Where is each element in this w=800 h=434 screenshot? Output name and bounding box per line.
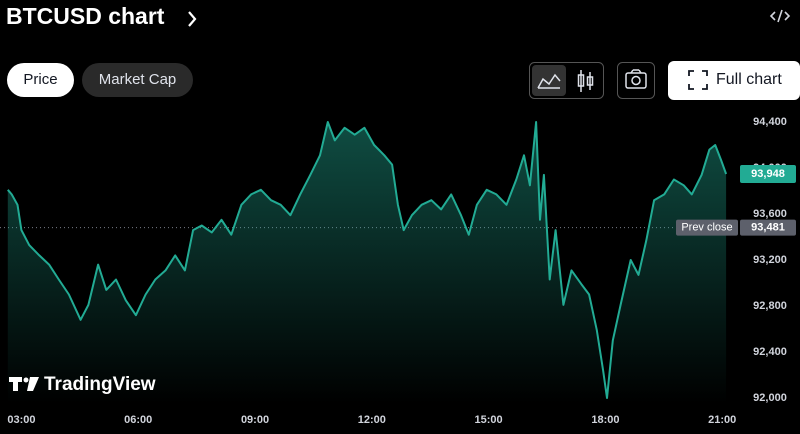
y-tick-label: 92,800: [753, 300, 787, 312]
title-chevron[interactable]: [188, 11, 197, 27]
market-cap-button-label[interactable]: Market Cap: [99, 71, 177, 88]
prev-close-value: 93,481: [751, 222, 785, 234]
chart-style-group: [529, 62, 604, 99]
price-line: [7, 121, 728, 399]
area-style-button[interactable]: [532, 65, 566, 96]
prev-close-value-tag: [740, 219, 796, 236]
x-tick-label: 06:00: [124, 414, 152, 426]
last-price-label: 93,948: [751, 168, 785, 180]
x-tick-label: 18:00: [591, 414, 619, 426]
embed-icon[interactable]: [769, 9, 791, 23]
watermark: TradingView: [44, 374, 156, 395]
market-cap-button[interactable]: [82, 63, 193, 97]
y-tick-label: 93,600: [753, 208, 787, 220]
x-tick-label: 21:00: [708, 414, 736, 426]
full-chart-label[interactable]: Full chart: [716, 71, 782, 88]
area-icon: [537, 73, 561, 89]
x-tick-label: 09:00: [241, 414, 269, 426]
price-button[interactable]: [7, 63, 74, 97]
plot-area: 92,00092,40092,80093,20093,60094,00094,4…: [0, 116, 796, 426]
full-chart-button[interactable]: [668, 61, 800, 100]
chart-title: BTCUSD chart: [6, 3, 165, 29]
y-tick-label: 93,200: [753, 254, 787, 266]
y-tick-label: 94,400: [753, 116, 787, 128]
y-tick-label: 92,400: [753, 346, 787, 358]
tradingview-logo: [9, 377, 39, 391]
area-fill: [7, 122, 727, 404]
camera-icon: [625, 69, 647, 89]
prev-close-tag: [676, 219, 738, 236]
x-tick-label: 03:00: [7, 414, 35, 426]
y-tick-label: 92,000: [753, 392, 787, 404]
x-tick-label: 12:00: [358, 414, 386, 426]
candle-icon[interactable]: [577, 70, 594, 92]
prev-close-name: Prev close: [681, 222, 732, 234]
snapshot-button[interactable]: [617, 62, 655, 99]
fullscreen-icon: [688, 70, 708, 90]
x-tick-label: 15:00: [475, 414, 503, 426]
last-price-tag: [740, 164, 796, 183]
price-button-label[interactable]: Price: [23, 71, 57, 88]
